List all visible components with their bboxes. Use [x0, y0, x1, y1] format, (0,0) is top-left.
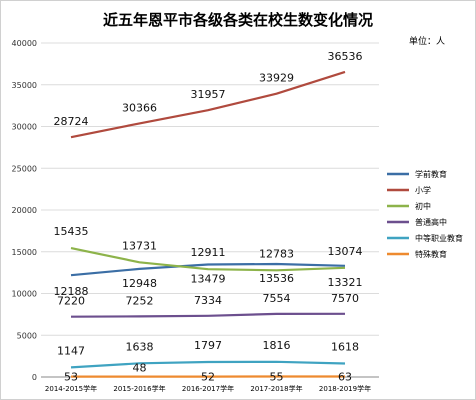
data-label: 12911: [191, 246, 226, 259]
series-line-初中: [70, 247, 346, 272]
data-label: 12783: [259, 247, 294, 260]
data-label: 13536: [259, 272, 294, 285]
y-tick-label: 25000: [12, 164, 37, 173]
data-label: 33929: [259, 72, 294, 85]
data-label: 7570: [331, 292, 359, 305]
legend-item-label: 初中: [415, 201, 431, 211]
data-label: 53: [64, 371, 78, 384]
x-tick-label: 2016-2017学年: [182, 384, 234, 393]
data-label: 7334: [194, 294, 222, 307]
data-label: 1816: [263, 339, 291, 352]
x-tick-label: 2014-2015学年: [45, 384, 97, 393]
legend-item-label: 中等职业教育: [415, 233, 463, 243]
data-label: 15435: [54, 225, 89, 238]
x-tick-label: 2018-2019学年: [319, 384, 371, 393]
data-label: 28724: [54, 115, 89, 128]
data-label: 1638: [126, 340, 154, 353]
data-label: 7554: [263, 292, 291, 305]
data-label: 30366: [122, 101, 157, 114]
legend-item-label: 特殊教育: [415, 249, 447, 259]
data-label: 31957: [191, 88, 226, 101]
y-tick-label: 20000: [12, 206, 37, 215]
series-line-学前教育: [70, 262, 346, 277]
unit-label: 单位：人: [409, 35, 445, 47]
y-tick-label: 35000: [12, 81, 37, 90]
series-line-中等职业教育: [70, 360, 346, 369]
data-label: 63: [338, 370, 352, 383]
y-tick-label: 40000: [12, 39, 37, 48]
legend-item-label: 小学: [415, 185, 431, 195]
series-line-小学: [70, 70, 346, 139]
data-label: 55: [270, 371, 284, 384]
data-label: 1797: [194, 339, 222, 352]
y-tick-label: 0: [32, 373, 37, 382]
data-label: 12948: [122, 277, 157, 290]
data-label: 13731: [122, 239, 157, 252]
data-label: 36536: [328, 50, 363, 63]
x-tick-label: 2015-2016学年: [113, 384, 165, 393]
y-tick-label: 30000: [12, 123, 37, 132]
chart-title: 近五年恩平市各级各类在校生数变化情况: [103, 11, 373, 29]
data-label: 13321: [328, 276, 363, 289]
series-line-普通高中: [70, 312, 346, 318]
data-label: 48: [133, 362, 147, 375]
data-label: 52: [201, 371, 215, 384]
y-tick-label: 5000: [17, 331, 37, 340]
x-tick-label: 2017-2018学年: [250, 384, 302, 393]
legend-item-label: 普通高中: [415, 217, 447, 227]
y-tick-label: 15000: [12, 248, 37, 257]
data-label: 13074: [328, 245, 363, 258]
data-label: 7220: [57, 295, 85, 308]
data-label: 1147: [57, 344, 85, 357]
data-label: 1618: [331, 340, 359, 353]
y-tick-label: 10000: [12, 290, 37, 299]
data-label: 13479: [191, 272, 226, 285]
data-label: 7252: [126, 294, 154, 307]
legend-item-label: 学前教育: [415, 169, 447, 179]
data-label: 12188: [54, 285, 89, 298]
